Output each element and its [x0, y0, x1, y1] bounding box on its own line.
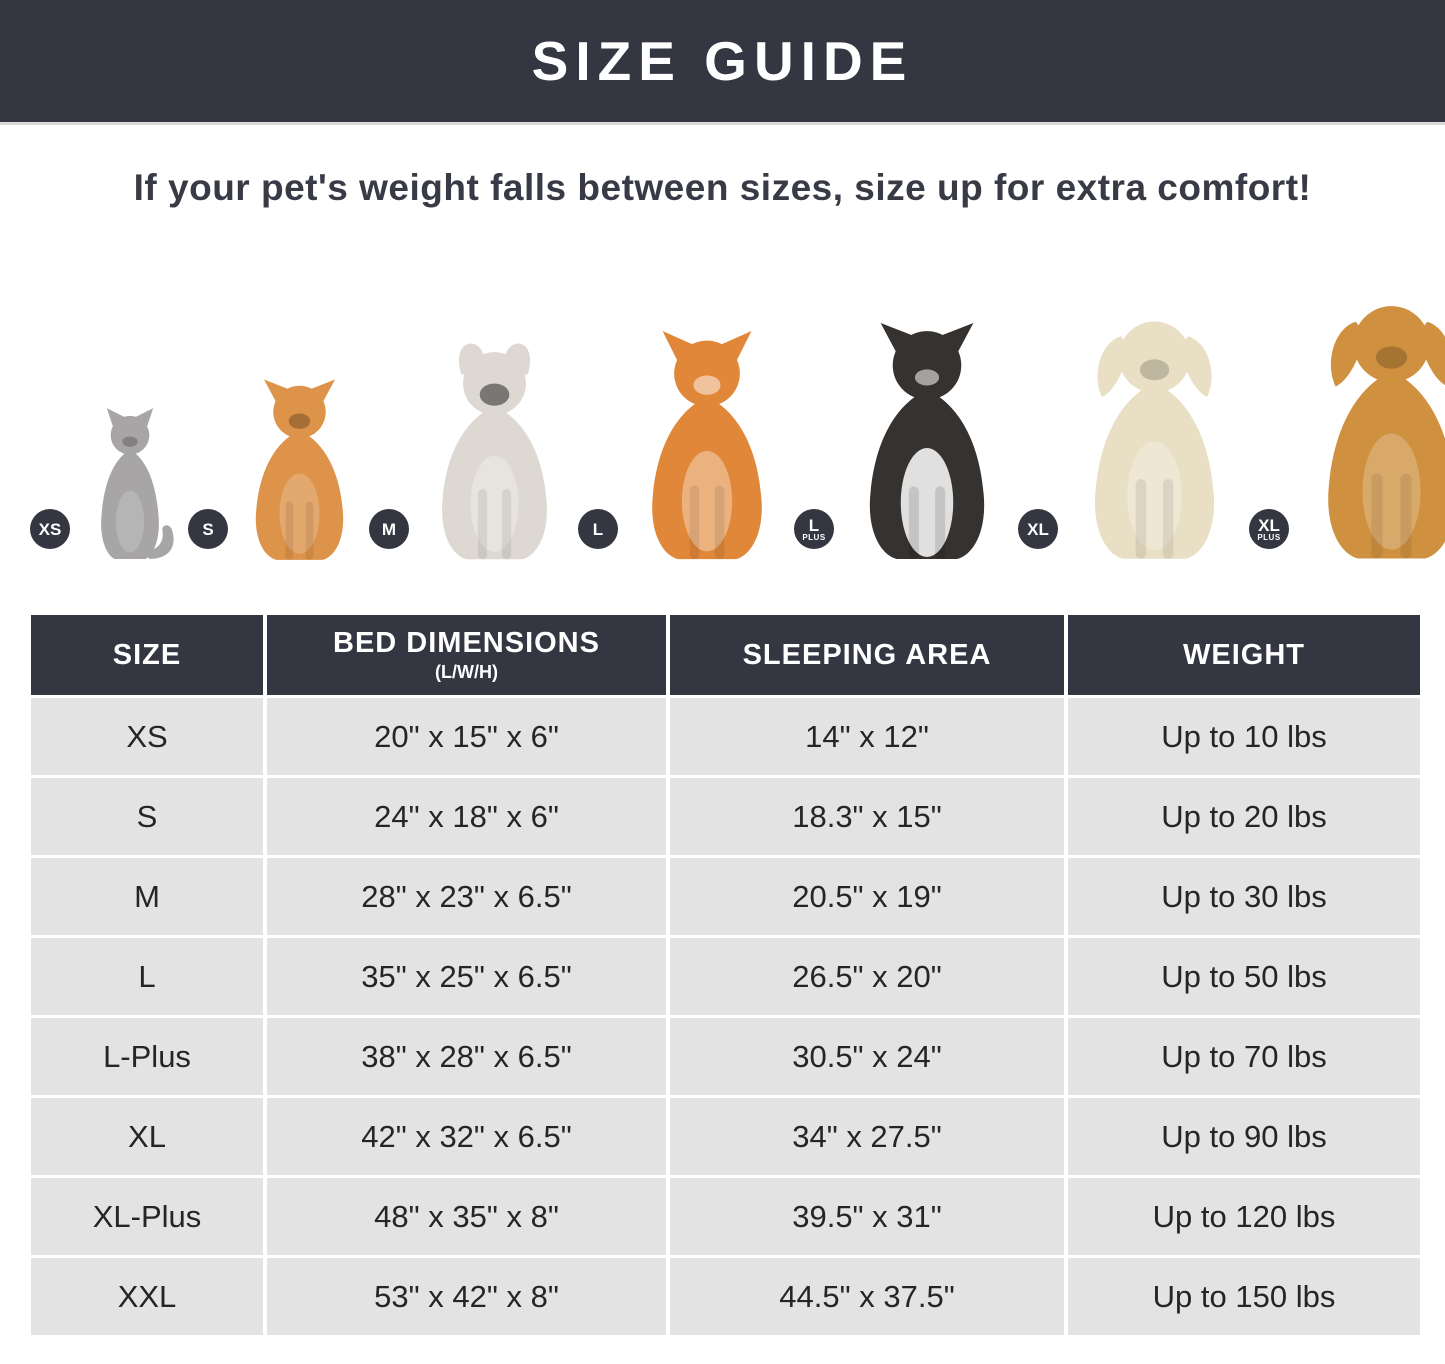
size-badge-xl: XL — [1018, 509, 1058, 549]
size-badge-s: S — [188, 509, 228, 549]
column-header-bed-dimensions: BED DIMENSIONS (L/W/H) — [267, 615, 670, 695]
cell-bed-dimensions: 42" x 32" x 6.5" — [267, 1098, 670, 1175]
pets-size-row: XS S — [0, 269, 1445, 569]
cell-bed-dimensions: 38" x 28" x 6.5" — [267, 1018, 670, 1095]
subtitle-text: If your pet's weight falls between sizes… — [133, 167, 1312, 208]
dog-silhouette-icon — [1094, 321, 1215, 559]
pet-figure-shiba-inu: L — [578, 331, 794, 563]
cell-sleeping-area: 14" x 12" — [670, 698, 1068, 775]
size-badge-m: M — [369, 509, 409, 549]
size-guide-banner: SIZE GUIDE — [0, 0, 1445, 125]
size-badge-xs: XS — [30, 509, 70, 549]
pet-figure-labrador: XL — [1018, 311, 1249, 563]
cell-bed-dimensions: 28" x 23" x 6.5" — [267, 858, 670, 935]
cell-weight: Up to 150 lbs — [1068, 1258, 1420, 1335]
cell-weight: Up to 50 lbs — [1068, 938, 1420, 1015]
size-badge-l: L — [578, 509, 618, 549]
table-row-xl-plus: XL-Plus 48" x 35" x 8" 39.5" x 31" Up to… — [31, 1178, 1420, 1255]
badge-label: M — [381, 519, 397, 539]
table-row-xl: XL 42" x 32" x 6.5" 34" x 27.5" Up to 90… — [31, 1098, 1420, 1175]
cell-size: M — [31, 858, 267, 935]
cell-sleeping-area: 44.5" x 37.5" — [670, 1258, 1068, 1335]
badge-label: XL — [1027, 519, 1049, 539]
cell-sleeping-area: 20.5" x 19" — [670, 858, 1068, 935]
pet-figure-cat: XS — [30, 408, 188, 563]
cell-bed-dimensions: 48" x 35" x 8" — [267, 1178, 670, 1255]
cell-size: XXL — [31, 1258, 267, 1335]
column-header-size: SIZE — [31, 615, 267, 695]
cell-sleeping-area: 34" x 27.5" — [670, 1098, 1068, 1175]
badge-label: L — [808, 515, 820, 535]
cell-size: XL-Plus — [31, 1178, 267, 1255]
cell-size: S — [31, 778, 267, 855]
cat-silhouette-icon — [101, 408, 174, 559]
cell-size: L — [31, 938, 267, 1015]
badge-label: XL — [1258, 515, 1280, 535]
badge-sublabel: PLUS — [802, 532, 826, 542]
cell-sleeping-area: 18.3" x 15" — [670, 778, 1068, 855]
cell-size: XS — [31, 698, 267, 775]
cell-weight: Up to 70 lbs — [1068, 1018, 1420, 1095]
cell-size: L-Plus — [31, 1018, 267, 1095]
pet-figure-golden-retriever: XL PLUS — [1249, 295, 1445, 563]
column-header-weight: WEIGHT — [1068, 615, 1420, 695]
column-header-sleeping-area: SLEEPING AREA — [670, 615, 1068, 695]
dog-silhouette-icon — [1328, 306, 1445, 559]
cell-weight: Up to 10 lbs — [1068, 698, 1420, 775]
table-row-l: L 35" x 25" x 6.5" 26.5" x 20" Up to 50 … — [31, 938, 1420, 1015]
cell-sleeping-area: 30.5" x 24" — [670, 1018, 1068, 1095]
table-row-m: M 28" x 23" x 6.5" 20.5" x 19" Up to 30 … — [31, 858, 1420, 935]
size-badge-l-plus: L PLUS — [794, 509, 834, 549]
badge-sublabel: PLUS — [1257, 532, 1281, 542]
table-row-xs: XS 20" x 15" x 6" 14" x 12" Up to 10 lbs — [31, 698, 1420, 775]
dog-silhouette-icon — [255, 379, 344, 560]
size-table: SIZE BED DIMENSIONS (L/W/H) SLEEPING ARE… — [31, 615, 1420, 1335]
pet-figure-french-bulldog: M — [369, 341, 578, 563]
cell-bed-dimensions: 53" x 42" x 8" — [267, 1258, 670, 1335]
table-row-xxl: XXL 53" x 42" x 8" 44.5" x 37.5" Up to 1… — [31, 1258, 1420, 1335]
table-row-l-plus: L-Plus 38" x 28" x 6.5" 30.5" x 24" Up t… — [31, 1018, 1420, 1095]
table-header-row: SIZE BED DIMENSIONS (L/W/H) SLEEPING ARE… — [31, 615, 1420, 695]
cell-weight: Up to 30 lbs — [1068, 858, 1420, 935]
page-title: SIZE GUIDE — [531, 30, 914, 92]
dog-silhouette-icon — [869, 323, 985, 559]
cell-weight: Up to 20 lbs — [1068, 778, 1420, 855]
pet-figure-pomeranian: S — [188, 378, 369, 563]
cell-sleeping-area: 26.5" x 20" — [670, 938, 1068, 1015]
dog-silhouette-icon — [442, 343, 547, 560]
cell-bed-dimensions: 20" x 15" x 6" — [267, 698, 670, 775]
cell-weight: Up to 120 lbs — [1068, 1178, 1420, 1255]
badge-label: L — [592, 519, 604, 539]
cell-bed-dimensions: 24" x 18" x 6" — [267, 778, 670, 855]
cell-weight: Up to 90 lbs — [1068, 1098, 1420, 1175]
badge-label: XS — [38, 519, 62, 539]
cell-sleeping-area: 39.5" x 31" — [670, 1178, 1068, 1255]
table-row-s: S 24" x 18" x 6" 18.3" x 15" Up to 20 lb… — [31, 778, 1420, 855]
size-badge-xl-plus: XL PLUS — [1249, 509, 1289, 549]
cell-bed-dimensions: 35" x 25" x 6.5" — [267, 938, 670, 1015]
dog-silhouette-icon — [652, 331, 762, 560]
pet-figure-border-collie: L PLUS — [794, 321, 1018, 563]
cell-size: XL — [31, 1098, 267, 1175]
badge-label: S — [202, 519, 214, 539]
